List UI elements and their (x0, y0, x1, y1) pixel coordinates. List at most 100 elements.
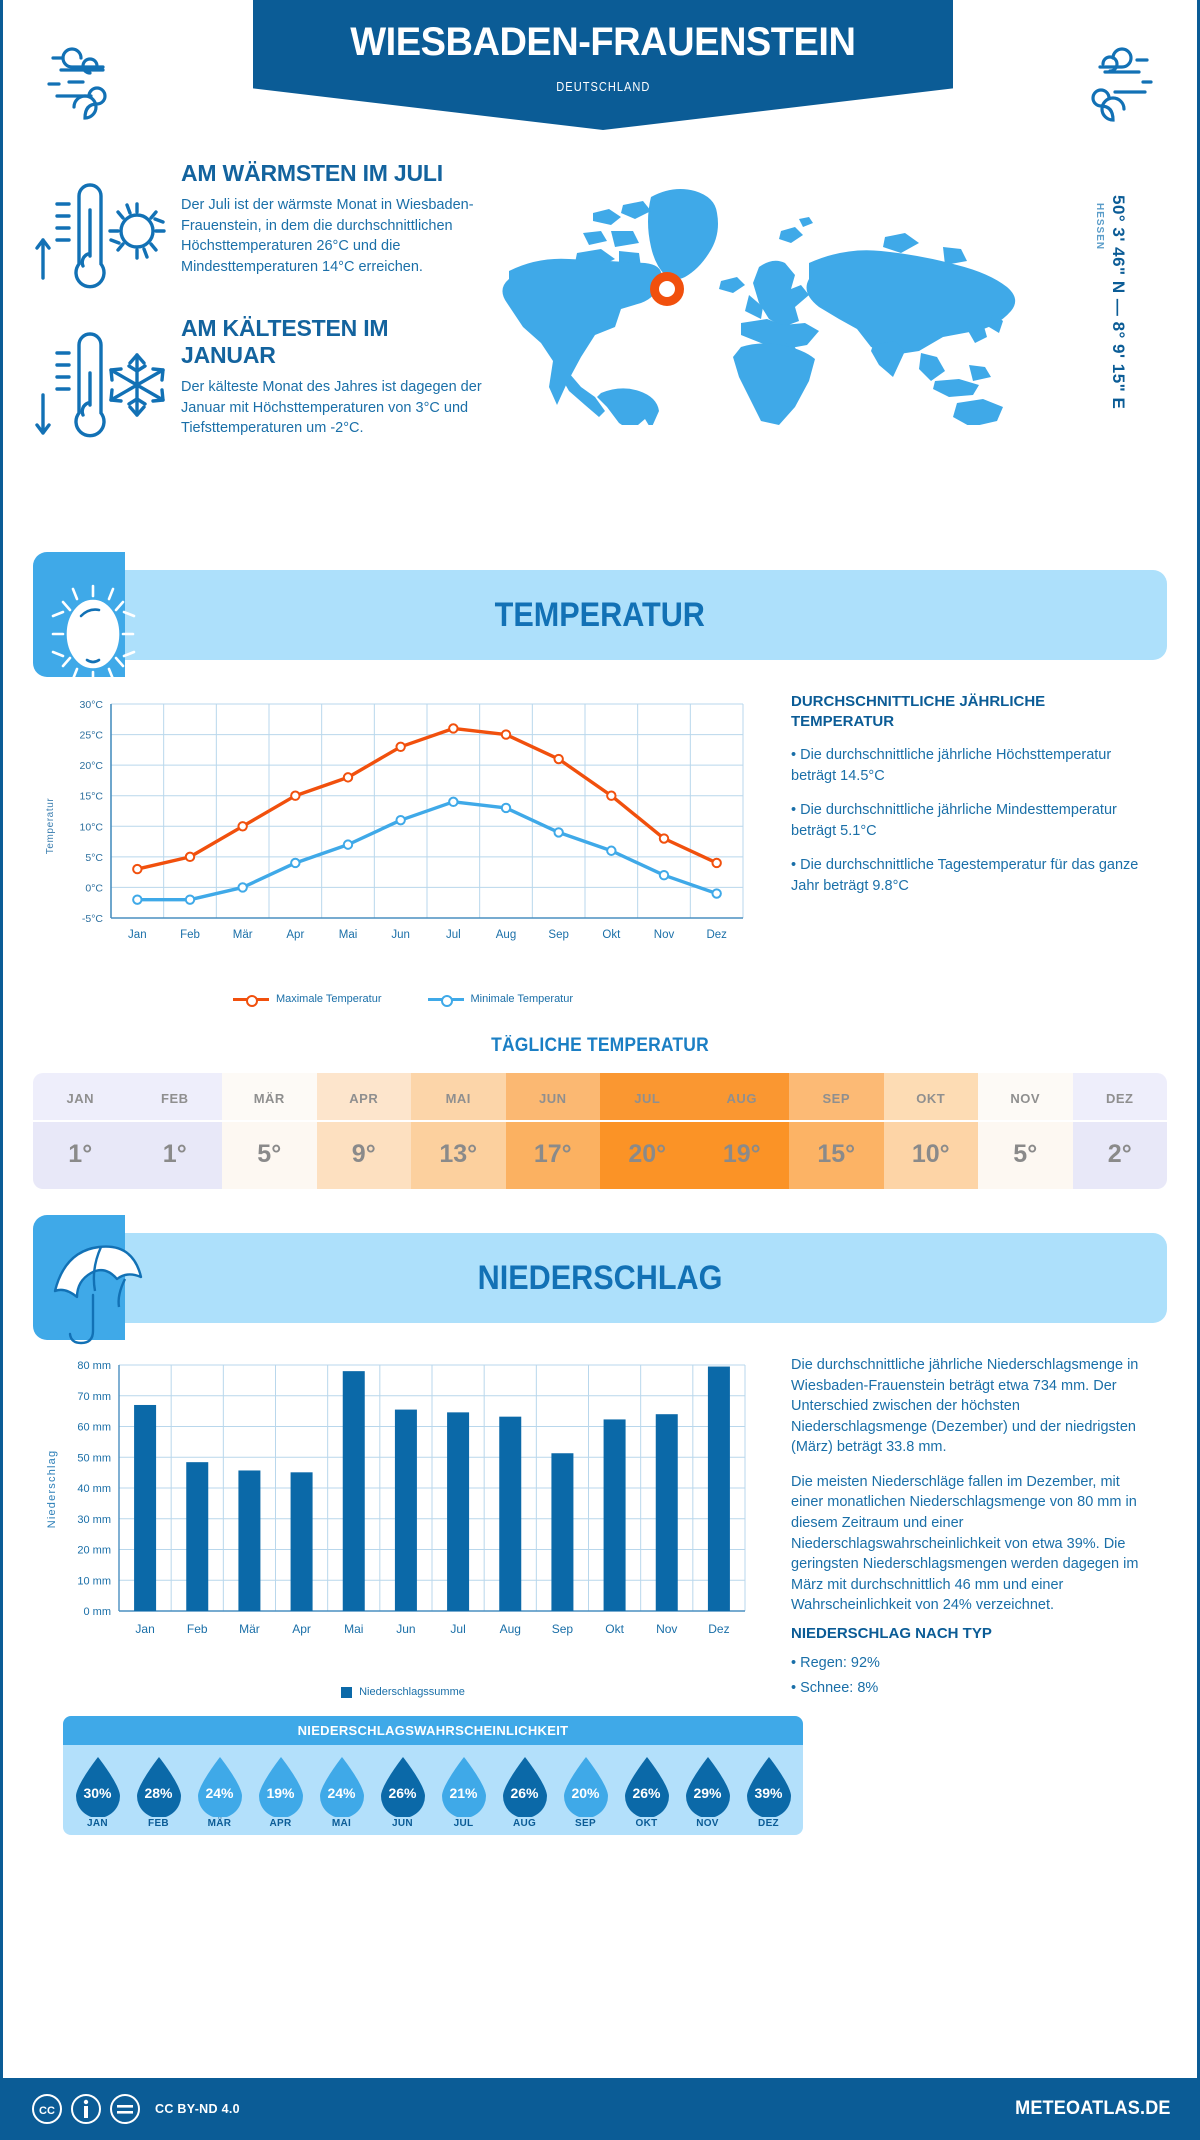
daily-temp-month: JAN (33, 1073, 128, 1122)
daily-temp-cell: JUL 20° (600, 1073, 695, 1189)
probability-cell: 20% SEP (555, 1755, 616, 1829)
precipitation-paragraph-1: Die durchschnittliche jährliche Niedersc… (791, 1357, 1139, 1456)
water-drop-icon: 24% (194, 1755, 246, 1817)
temperature-chart-row: Temperatur 30°C 25°C 20°C 15°C 10°C 5°C 0°C -5°C… (33, 686, 1167, 1007)
water-drop-icon: 26% (499, 1755, 551, 1817)
daily-temp-cell: JUN 17° (505, 1073, 600, 1189)
probability-month: DEZ (758, 1818, 779, 1829)
svg-text:30°C: 30°C (80, 699, 104, 711)
license-group: CC CC BY-ND 4.0 (31, 2093, 240, 2125)
daily-temp-value: 1° (33, 1122, 128, 1189)
world-map: HESSEN 50° 3' 46" N — 8° 9' 15" E (473, 175, 1133, 435)
water-drop-icon: 19% (255, 1755, 307, 1817)
daily-temp-month: AUG (694, 1073, 789, 1122)
daily-temp-month: OKT (883, 1073, 978, 1122)
location-marker-icon (650, 272, 684, 306)
precipitation-legend: Niederschlagssumme (33, 1686, 773, 1698)
precipitation-type-rain: • Regen: 92% (791, 1655, 880, 1672)
warmest-block: AM WÄRMSTEN IM JULI Der Juli ist der wär… (33, 160, 483, 295)
coldest-block: AM KÄLTESTEN IM JANUAR Der kälteste Mona… (33, 315, 483, 450)
daily-temp-cell: OKT 10° (883, 1073, 978, 1189)
probability-month: OKT (635, 1818, 658, 1829)
svg-text:30 mm: 30 mm (77, 1514, 111, 1526)
coldest-heading: AM KÄLTESTEN IM JANUAR (181, 315, 389, 368)
probability-value: 26% (510, 1785, 539, 1801)
legend-swatch-max (232, 994, 269, 1007)
precipitation-chart: Niederschlag 80 mm 70 mm 60 mm 50 mm 40 mm 30 … (33, 1349, 803, 1835)
daily-temp-value: 20° (600, 1122, 695, 1189)
daily-temp-value: 13° (411, 1122, 506, 1189)
legend-label-precip: Niederschlagssumme (359, 1686, 465, 1698)
site-name-label: METEOATLAS.DE (1015, 2098, 1171, 2119)
coordinates-label: 50° 3' 46" N — 8° 9' 15" E (1109, 195, 1128, 410)
probability-value: 24% (205, 1785, 234, 1801)
page-title: WIESBADEN-FRAUENSTEIN (350, 20, 856, 64)
svg-text:10°C: 10°C (80, 821, 104, 833)
probability-value: 20% (571, 1785, 600, 1801)
daily-temp-cell: JAN 1° (33, 1073, 128, 1189)
coldest-icons (33, 323, 178, 448)
temperature-bullet-1: • Die durchschnittliche jährliche Höchst… (791, 747, 1112, 784)
world-map-shape (502, 189, 1016, 425)
probability-month: AUG (512, 1818, 537, 1829)
legend-item-min: Minimale Temperatur (427, 993, 573, 1007)
probability-cell: 26% OKT (616, 1755, 677, 1829)
svg-text:Dez: Dez (708, 1622, 729, 1636)
svg-text:80 mm: 80 mm (77, 1360, 111, 1372)
precipitation-chart-row: Niederschlag 80 mm 70 mm 60 mm 50 mm 40 mm 30 … (33, 1349, 1167, 1835)
svg-text:10 mm: 10 mm (77, 1575, 111, 1587)
probability-value: 19% (266, 1785, 295, 1801)
water-drop-icon: 26% (621, 1755, 673, 1817)
probability-value: 28% (144, 1785, 173, 1801)
svg-text:Mär: Mär (233, 929, 253, 941)
daily-temp-month: DEZ (1072, 1073, 1167, 1122)
precipitation-side-text: Die durchschnittliche jährliche Niedersc… (773, 1349, 1143, 1835)
temperature-legend: Maximale Temperatur Minimale Temperatur (33, 993, 773, 1007)
precipitation-paragraph-2: Die meisten Niederschläge fallen im Deze… (791, 1473, 1139, 1614)
license-label: CC BY-ND 4.0 (155, 2102, 240, 2116)
wind-swirl-left-icon (31, 18, 141, 133)
probability-month: JAN (87, 1818, 108, 1829)
probability-value: 30% (83, 1785, 112, 1801)
svg-text:15°C: 15°C (80, 791, 104, 803)
daily-temp-cell: MAI 13° (411, 1073, 506, 1189)
precipitation-banner-title: NIEDERSCHLAG (477, 1258, 723, 1297)
daily-temp-month: APR (316, 1073, 411, 1122)
probability-month: SEP (575, 1818, 596, 1829)
water-drop-icon: 26% (377, 1755, 429, 1817)
probability-cell: 26% JUN (372, 1755, 433, 1829)
svg-text:50 mm: 50 mm (77, 1452, 111, 1464)
region-label: HESSEN (1094, 203, 1105, 251)
probability-value: 26% (388, 1785, 417, 1801)
daily-temp-month: SEP (789, 1073, 884, 1122)
daily-temp-month: MAI (411, 1073, 506, 1122)
probability-cell: 26% AUG (494, 1755, 555, 1829)
daily-temp-month: JUL (600, 1073, 695, 1122)
svg-text:Nov: Nov (656, 1622, 677, 1636)
probability-month: NOV (696, 1818, 719, 1829)
svg-text:Dez: Dez (706, 929, 727, 941)
precipitation-type-snow: • Schnee: 8% (791, 1680, 879, 1697)
water-drop-icon: 30% (72, 1755, 124, 1817)
temperature-banner-title: TEMPERATUR (494, 595, 706, 634)
daily-temp-value: 17° (505, 1122, 600, 1189)
daily-temp-cell: AUG 19° (694, 1073, 789, 1189)
legend-label-max: Maximale Temperatur (275, 993, 382, 1005)
water-drop-icon: 29% (682, 1755, 734, 1817)
daily-temp-value: 9° (316, 1122, 411, 1189)
daily-temp-cell: NOV 5° (978, 1073, 1073, 1189)
probability-cell: 29% NOV (677, 1755, 738, 1829)
svg-text:Niederschlag: Niederschlag (46, 1450, 58, 1529)
svg-text:Jun: Jun (391, 929, 410, 941)
temperature-banner: TEMPERATUR (33, 552, 1167, 684)
svg-text:5°C: 5°C (85, 852, 103, 864)
svg-text:Nov: Nov (654, 929, 675, 941)
precipitation-probability-box: NIEDERSCHLAGSWAHRSCHEINLICHKEIT 30% JAN 28… (63, 1716, 803, 1835)
temperature-side-text: DURCHSCHNITTLICHE JÄHRLICHE TEMPERATUR •… (773, 686, 1143, 1005)
svg-text:Mai: Mai (339, 929, 358, 941)
daily-temperature-table: JAN 1° FEB 1° MÄR 5° APR 9° MAI 13° JUN 17° JUL 20° AU… (33, 1073, 1167, 1189)
no-derivatives-icon (110, 2094, 140, 2124)
warmest-text: Der Juli ist der wärmste Monat in Wiesba… (181, 197, 474, 275)
creative-commons-icon: CC (32, 2094, 62, 2124)
